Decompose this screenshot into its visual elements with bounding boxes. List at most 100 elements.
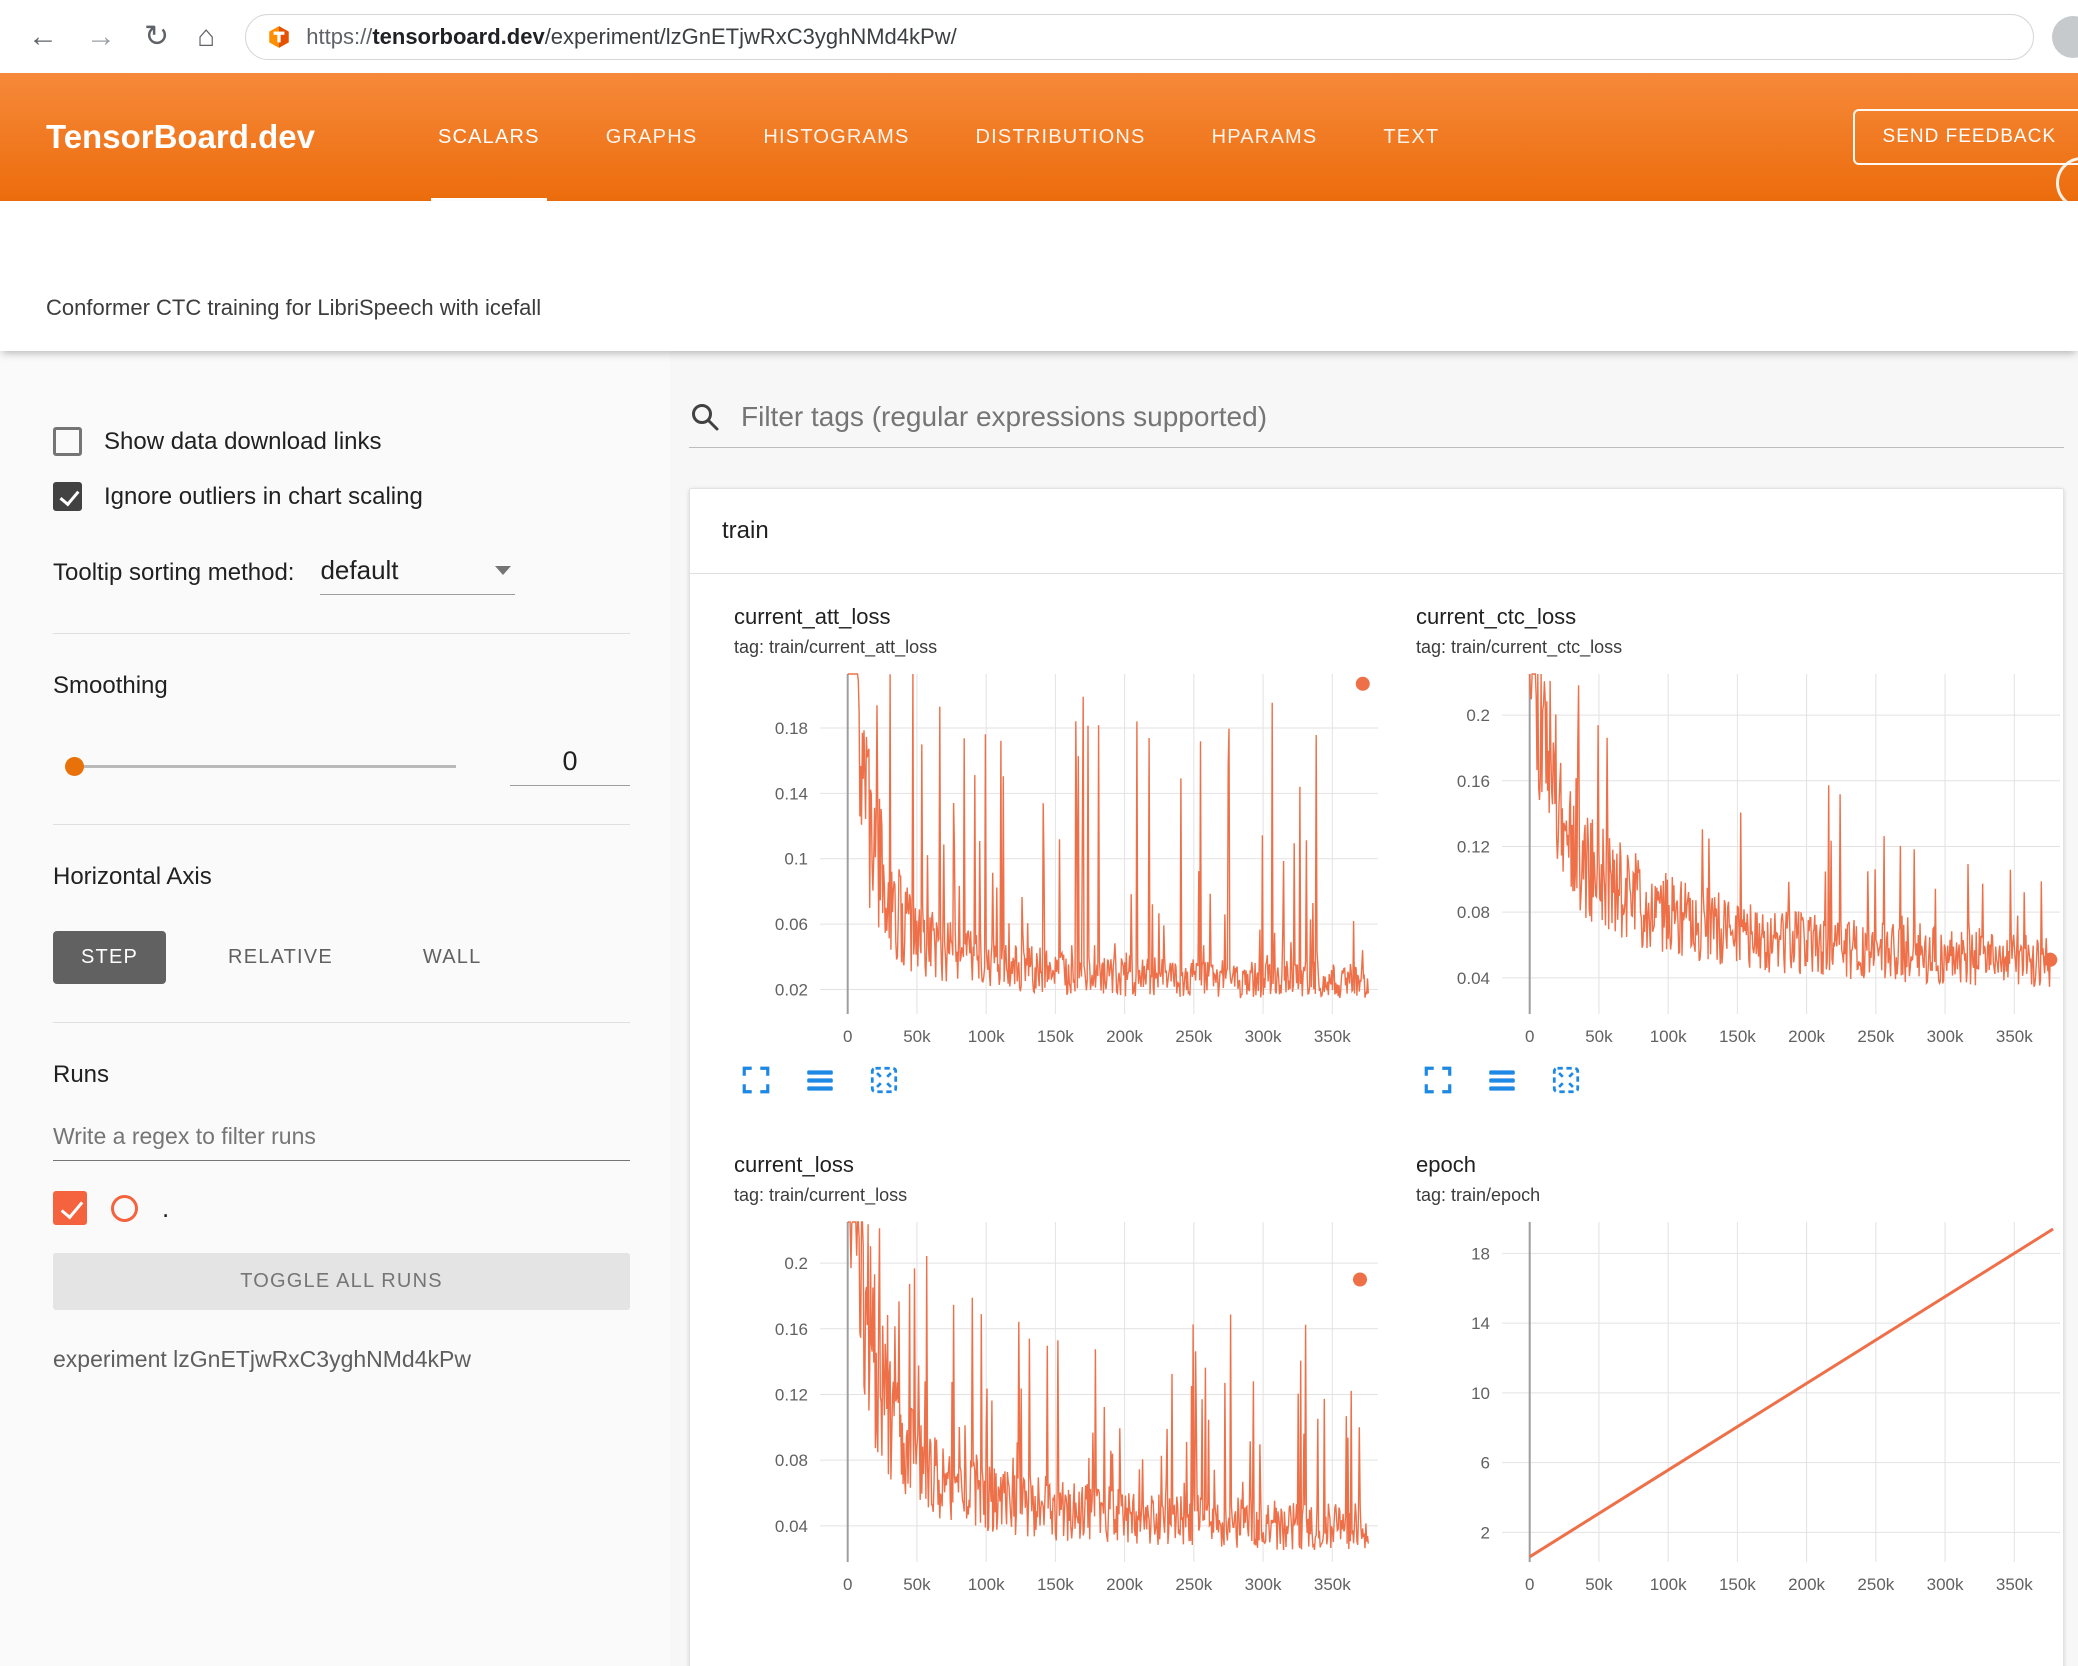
runs-label: Runs bbox=[53, 1061, 110, 1088]
svg-text:300k: 300k bbox=[1245, 1027, 1282, 1046]
svg-text:350k: 350k bbox=[1996, 1575, 2033, 1594]
svg-text:50k: 50k bbox=[1585, 1027, 1613, 1046]
svg-text:50k: 50k bbox=[903, 1027, 931, 1046]
svg-text:200k: 200k bbox=[1106, 1575, 1143, 1594]
sidebar: Show data download links Ignore outliers… bbox=[0, 351, 670, 1666]
filter-tags-input[interactable] bbox=[741, 401, 2064, 433]
forward-icon[interactable]: → bbox=[86, 19, 116, 53]
svg-text:100k: 100k bbox=[968, 1575, 1005, 1594]
tab-scalars[interactable]: SCALARS bbox=[405, 73, 573, 201]
tooltip-sorting-dropdown[interactable]: default bbox=[320, 555, 516, 595]
address-bar[interactable]: https://tensorboard.dev/experiment/lzGnE… bbox=[245, 13, 2034, 60]
svg-text:0.06: 0.06 bbox=[775, 915, 808, 934]
back-icon[interactable]: ← bbox=[28, 19, 58, 53]
chevron-down-icon bbox=[495, 566, 512, 575]
chart-current-loss: current_loss tag: train/current_loss 0.0… bbox=[712, 1126, 1394, 1604]
home-icon[interactable]: ⌂ bbox=[197, 19, 216, 53]
tab-histograms[interactable]: HISTOGRAMS bbox=[763, 125, 910, 148]
chart-current-att-loss: current_att_loss tag: train/current_att_… bbox=[712, 578, 1394, 1100]
divider bbox=[53, 824, 630, 825]
tooltip-sorting-label: Tooltip sorting method: bbox=[53, 559, 295, 586]
svg-text:150k: 150k bbox=[1719, 1575, 1756, 1594]
horizontal-axis-buttons: STEP RELATIVE WALL bbox=[53, 931, 630, 984]
tab-text[interactable]: TEXT bbox=[1383, 125, 1440, 148]
train-group-title[interactable]: train bbox=[690, 489, 2063, 574]
run-row: . bbox=[53, 1191, 630, 1225]
svg-text:300k: 300k bbox=[1245, 1575, 1282, 1594]
svg-text:0: 0 bbox=[843, 1027, 852, 1046]
svg-text:250k: 250k bbox=[1857, 1027, 1894, 1046]
fit-domain-icon[interactable] bbox=[1550, 1064, 1582, 1096]
svg-text:150k: 150k bbox=[1037, 1027, 1074, 1046]
tab-distributions[interactable]: DISTRIBUTIONS bbox=[975, 125, 1146, 148]
url-scheme: https:// bbox=[306, 23, 373, 49]
chart-current-ctc-loss: current_ctc_loss tag: train/current_ctc_… bbox=[1394, 578, 2076, 1100]
fullscreen-icon[interactable] bbox=[1422, 1064, 1454, 1096]
browser-chrome: ← → ↻ ⌂ https://tensorboard.dev/experime… bbox=[0, 0, 2078, 73]
svg-text:350k: 350k bbox=[1314, 1027, 1351, 1046]
svg-text:350k: 350k bbox=[1996, 1027, 2033, 1046]
svg-text:2: 2 bbox=[1481, 1523, 1490, 1542]
svg-text:50k: 50k bbox=[1585, 1575, 1613, 1594]
axis-relative-button[interactable]: RELATIVE bbox=[200, 931, 361, 984]
smoothing-slider-thumb[interactable] bbox=[65, 756, 84, 776]
horizontal-axis-label: Horizontal Axis bbox=[53, 863, 212, 890]
content: Show data download links Ignore outliers… bbox=[0, 351, 2078, 1666]
svg-text:200k: 200k bbox=[1106, 1027, 1143, 1046]
tab-graphs[interactable]: GRAPHS bbox=[605, 125, 698, 148]
divider bbox=[53, 1022, 630, 1023]
line-chart[interactable]: 2 6 10 14 18 0 50k 100k 150k 200k 250k 300k 350k bbox=[1416, 1212, 2076, 1604]
y-axis-lines-icon[interactable] bbox=[804, 1064, 836, 1096]
tooltip-sorting-row: Tooltip sorting method: default bbox=[53, 555, 630, 595]
ignore-outliers-row: Ignore outliers in chart scaling bbox=[53, 482, 630, 511]
svg-text:250k: 250k bbox=[1857, 1575, 1894, 1594]
train-card: train current_att_loss tag: train/curren… bbox=[689, 488, 2064, 1666]
filter-tags-row bbox=[689, 401, 2064, 448]
main-panel: train current_att_loss tag: train/curren… bbox=[670, 351, 2078, 1666]
line-chart[interactable]: 0.02 0.06 0.1 0.14 0.18 0 50k 100k 150k 200k 250k 3… bbox=[734, 664, 1394, 1056]
toggle-all-runs-button[interactable]: TOGGLE ALL RUNS bbox=[53, 1253, 630, 1310]
divider bbox=[53, 633, 630, 634]
chart-tag: tag: train/current_ctc_loss bbox=[1416, 637, 1623, 657]
line-chart[interactable]: 0.04 0.08 0.12 0.16 0.2 0 50k 100k 150k 200k 250k 3… bbox=[734, 1212, 1394, 1604]
svg-text:300k: 300k bbox=[1927, 1575, 1964, 1594]
chart-title: epoch bbox=[1416, 1152, 1476, 1177]
tooltip-sorting-value: default bbox=[320, 555, 399, 585]
experiment-id-label: experiment lzGnETjwRxC3yghNMd4kPw bbox=[53, 1346, 471, 1372]
svg-text:0.02: 0.02 bbox=[775, 980, 808, 999]
ignore-outliers-checkbox[interactable] bbox=[53, 482, 82, 511]
tab-hparams[interactable]: HPARAMS bbox=[1211, 125, 1318, 148]
smoothing-slider[interactable] bbox=[65, 756, 456, 776]
reload-icon[interactable]: ↻ bbox=[144, 20, 170, 53]
svg-text:0.16: 0.16 bbox=[775, 1320, 808, 1339]
runs-filter-input[interactable] bbox=[53, 1113, 630, 1161]
axis-step-button[interactable]: STEP bbox=[53, 931, 167, 984]
line-chart[interactable]: 0.04 0.08 0.12 0.16 0.2 0 50k 100k 150k 200k 250k 3… bbox=[1416, 664, 2076, 1056]
svg-text:0.1: 0.1 bbox=[784, 850, 808, 869]
fit-domain-icon[interactable] bbox=[868, 1064, 900, 1096]
svg-text:0.2: 0.2 bbox=[1466, 706, 1490, 725]
svg-text:6: 6 bbox=[1481, 1454, 1490, 1473]
svg-text:200k: 200k bbox=[1788, 1027, 1825, 1046]
run-color-circle-icon[interactable] bbox=[111, 1194, 138, 1222]
svg-text:0: 0 bbox=[1525, 1027, 1534, 1046]
fullscreen-icon[interactable] bbox=[740, 1064, 772, 1096]
svg-text:150k: 150k bbox=[1719, 1027, 1756, 1046]
svg-text:350k: 350k bbox=[1314, 1575, 1351, 1594]
svg-text:300k: 300k bbox=[1927, 1027, 1964, 1046]
svg-text:50k: 50k bbox=[903, 1575, 931, 1594]
send-feedback-button[interactable]: SEND FEEDBACK bbox=[1852, 109, 2078, 165]
chart-toolbar bbox=[1422, 1064, 2076, 1096]
axis-wall-button[interactable]: WALL bbox=[395, 931, 510, 984]
url-domain: tensorboard.dev bbox=[372, 23, 545, 49]
svg-text:100k: 100k bbox=[968, 1027, 1005, 1046]
svg-text:0.2: 0.2 bbox=[784, 1254, 808, 1273]
y-axis-lines-icon[interactable] bbox=[1486, 1064, 1518, 1096]
svg-text:100k: 100k bbox=[1650, 1575, 1687, 1594]
show-download-links-checkbox[interactable] bbox=[53, 427, 82, 456]
chart-epoch: epoch tag: train/epoch 2 6 10 14 18 0 50k 100k 1… bbox=[1394, 1126, 2076, 1604]
chart-title: current_ctc_loss bbox=[1416, 604, 1577, 629]
browser-avatar[interactable] bbox=[2052, 15, 2078, 58]
smoothing-value-field[interactable]: 0 bbox=[510, 746, 630, 786]
run-checkbox[interactable] bbox=[53, 1191, 87, 1225]
